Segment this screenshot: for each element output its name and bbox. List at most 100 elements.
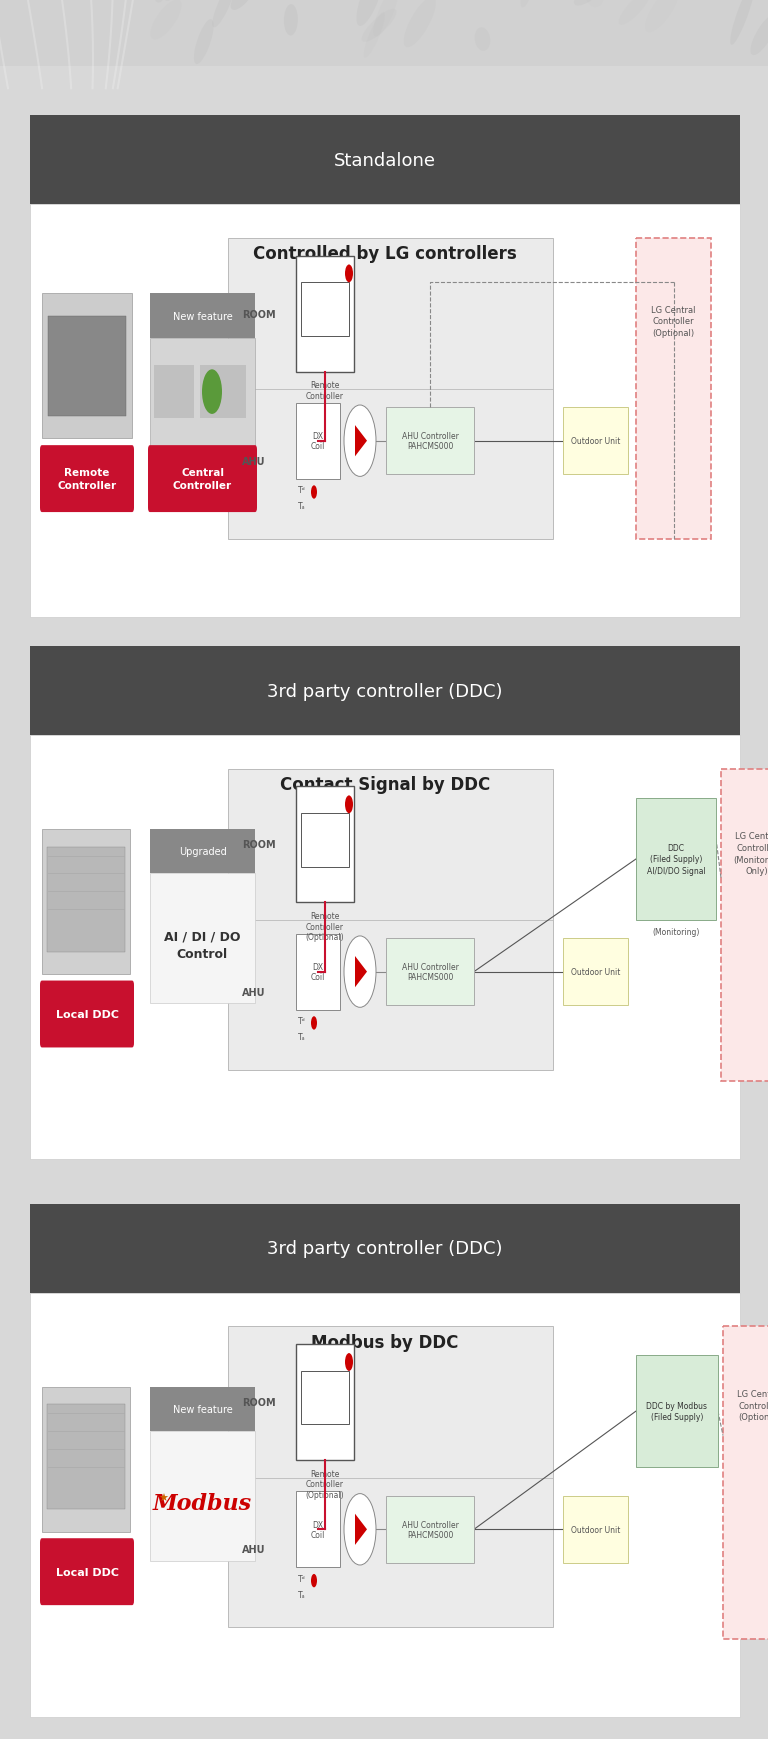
Text: Upgraded: Upgraded <box>179 847 227 857</box>
Text: Tᵈ: Tᵈ <box>298 1017 306 1026</box>
FancyBboxPatch shape <box>40 1539 134 1605</box>
Ellipse shape <box>373 0 399 38</box>
Text: Outdoor Unit: Outdoor Unit <box>571 436 621 445</box>
Ellipse shape <box>618 0 650 26</box>
Bar <box>42 294 132 440</box>
Circle shape <box>311 485 317 499</box>
Ellipse shape <box>356 0 383 28</box>
Bar <box>47 847 125 951</box>
Bar <box>150 875 255 1003</box>
Text: 3rd party controller (DDC): 3rd party controller (DDC) <box>267 1240 503 1257</box>
FancyBboxPatch shape <box>40 445 134 513</box>
Text: DX
Coil: DX Coil <box>311 962 325 983</box>
Polygon shape <box>355 1515 367 1544</box>
Circle shape <box>344 936 376 1007</box>
Text: DX
Coil: DX Coil <box>311 1520 325 1539</box>
Bar <box>296 934 340 1010</box>
Text: Controlled by LG controllers: Controlled by LG controllers <box>253 245 517 263</box>
Bar <box>563 1496 628 1563</box>
Bar <box>563 939 628 1005</box>
Text: Outdoor Unit: Outdoor Unit <box>571 967 621 977</box>
Bar <box>154 365 194 419</box>
Ellipse shape <box>730 0 755 45</box>
Text: New feature: New feature <box>173 1403 233 1414</box>
Text: Tₐ: Tₐ <box>298 1589 306 1598</box>
Text: AHU: AHU <box>242 1544 266 1555</box>
Bar <box>200 365 246 419</box>
Text: DDC
(Filed Supply)
AI/DI/DO Signal: DDC (Filed Supply) AI/DI/DO Signal <box>647 843 705 875</box>
Bar <box>228 769 553 1069</box>
Text: AHU Controller
PAHCMS000: AHU Controller PAHCMS000 <box>402 962 458 983</box>
Text: 3rd party controller (DDC): 3rd party controller (DDC) <box>267 682 503 701</box>
Ellipse shape <box>404 0 435 49</box>
FancyBboxPatch shape <box>148 445 257 513</box>
Ellipse shape <box>364 12 385 59</box>
Circle shape <box>311 1017 317 1029</box>
Ellipse shape <box>194 21 214 64</box>
Bar <box>636 798 716 920</box>
FancyBboxPatch shape <box>40 981 134 1049</box>
Bar <box>30 647 740 736</box>
Text: Standalone: Standalone <box>334 151 436 169</box>
Bar <box>301 1370 349 1424</box>
Bar <box>301 283 349 337</box>
Ellipse shape <box>213 0 235 28</box>
Text: Remote
Controller
(Optional): Remote Controller (Optional) <box>306 1469 344 1499</box>
Bar <box>47 1405 125 1509</box>
Text: (Monitoring): (Monitoring) <box>652 927 700 937</box>
Text: ROOM: ROOM <box>242 310 276 320</box>
Text: Local DDC: Local DDC <box>55 1009 118 1019</box>
Bar <box>30 1294 740 1716</box>
Text: DDC by Modbus
(Filed Supply): DDC by Modbus (Filed Supply) <box>647 1402 707 1421</box>
Circle shape <box>202 370 222 414</box>
Text: AI / DI / DO
Control: AI / DI / DO Control <box>164 930 240 960</box>
Ellipse shape <box>163 0 180 2</box>
Bar <box>0 0 768 66</box>
Text: Modbus by DDC: Modbus by DDC <box>311 1334 458 1351</box>
Bar <box>296 1492 340 1567</box>
Bar <box>30 117 740 205</box>
Text: Tₐ: Tₐ <box>298 1033 306 1042</box>
Bar <box>228 1327 553 1628</box>
FancyBboxPatch shape <box>636 238 711 539</box>
Ellipse shape <box>574 0 604 7</box>
Bar <box>296 1344 354 1461</box>
Bar <box>30 1203 740 1294</box>
Polygon shape <box>355 956 367 988</box>
Bar <box>301 814 349 868</box>
Bar <box>296 256 354 372</box>
Text: AHU Controller
PAHCMS000: AHU Controller PAHCMS000 <box>402 1520 458 1539</box>
Bar <box>42 1386 130 1532</box>
Ellipse shape <box>284 5 298 37</box>
Circle shape <box>344 1494 376 1565</box>
Text: Contact Signal by DDC: Contact Signal by DDC <box>280 776 490 793</box>
Bar <box>296 788 354 903</box>
Text: Tᵈ: Tᵈ <box>298 1574 306 1582</box>
Text: AHU: AHU <box>242 457 266 466</box>
Text: New feature: New feature <box>173 311 233 322</box>
Bar <box>150 1386 255 1431</box>
Ellipse shape <box>750 16 768 56</box>
Bar <box>42 830 130 974</box>
Ellipse shape <box>230 0 255 10</box>
Text: ROOM: ROOM <box>242 840 276 850</box>
Bar <box>30 736 740 1160</box>
Bar <box>150 830 255 875</box>
Text: LG Central
Controller
(Optional): LG Central Controller (Optional) <box>651 306 696 337</box>
Polygon shape <box>355 426 367 457</box>
Text: Remote
Controller: Remote Controller <box>58 468 117 490</box>
Ellipse shape <box>475 28 490 52</box>
Text: LG Central
Controller
(Monitoring
Only): LG Central Controller (Monitoring Only) <box>733 831 768 876</box>
Bar <box>386 1496 474 1563</box>
Bar <box>386 939 474 1005</box>
FancyBboxPatch shape <box>721 769 768 1082</box>
Text: AHU Controller
PAHCMS000: AHU Controller PAHCMS000 <box>402 431 458 450</box>
Bar <box>150 339 255 456</box>
Text: DX
Coil: DX Coil <box>311 431 325 450</box>
Text: Local DDC: Local DDC <box>55 1567 118 1577</box>
Bar <box>228 238 553 539</box>
Ellipse shape <box>645 0 679 33</box>
Text: Tᵈ: Tᵈ <box>298 485 306 496</box>
Circle shape <box>344 405 376 476</box>
Bar <box>150 294 255 339</box>
